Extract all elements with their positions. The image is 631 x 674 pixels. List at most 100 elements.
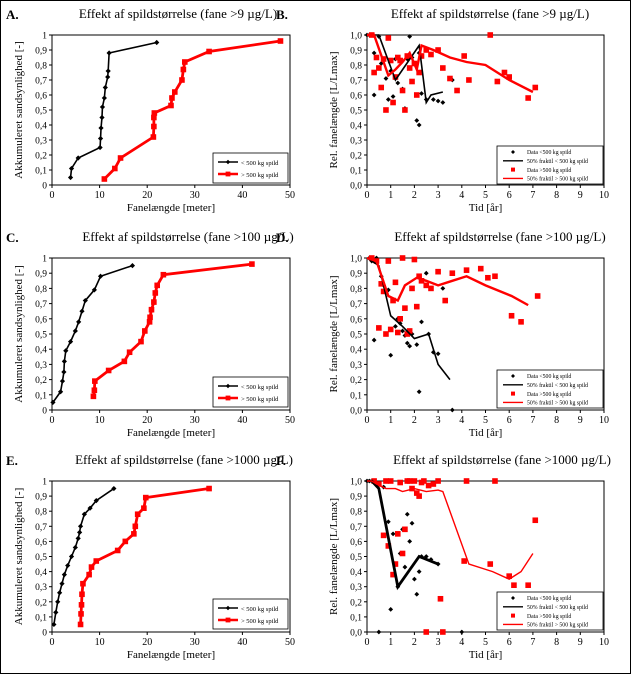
- y-tick-label: 0,4: [350, 346, 362, 356]
- data-point-large-spill: [117, 155, 124, 161]
- legend: < 500 kg spild > 500 kg spild: [212, 376, 289, 408]
- data-point-small-spill: [81, 511, 87, 517]
- data-point-large-spill: [492, 478, 498, 484]
- y-tick-label: 0,7: [35, 300, 47, 310]
- data-point-large-spill: [148, 306, 155, 313]
- x-tick-label: 8: [554, 637, 559, 648]
- x-tick-label: 8: [554, 415, 559, 426]
- data-point-small-spill: [61, 358, 67, 364]
- data-point-large-spill: [371, 69, 377, 76]
- y-tick-label: 0,7: [350, 523, 362, 533]
- panel-b: B. Effekt af spildstørrelse (fane >9 µg/L…: [276, 6, 609, 214]
- data-point-large-spill: [385, 258, 392, 264]
- legend-marker: [225, 383, 231, 389]
- data-point-large-spill: [395, 54, 401, 61]
- y-tick-label: 0,2: [35, 152, 47, 162]
- x-tick-label: 40: [237, 415, 247, 426]
- data-point-large-spill: [390, 297, 396, 304]
- legend-label: Data <500 kg spild: [527, 596, 571, 602]
- x-tick-label: 3: [436, 415, 441, 426]
- data-point-large-spill: [114, 547, 121, 554]
- data-point-large-spill: [508, 312, 515, 319]
- y-tick-label: 0,5: [35, 107, 47, 117]
- data-point-large-spill: [525, 582, 531, 588]
- data-point-large-spill: [93, 558, 100, 564]
- legend-label: Data >500 kg spild: [527, 614, 571, 620]
- data-point-large-spill: [151, 114, 157, 121]
- data-point-small-spill: [99, 114, 105, 121]
- data-point-large-spill: [249, 261, 255, 267]
- data-point-large-spill: [142, 328, 148, 334]
- legend-label: < 500 kg spild: [241, 384, 279, 391]
- x-tick-label: 9: [578, 190, 583, 201]
- data-point-large-spill: [387, 57, 394, 64]
- data-point-large-spill: [121, 358, 128, 365]
- data-point-small-spill: [101, 95, 107, 101]
- data-point-small-spill: [53, 609, 59, 615]
- y-tick-label: 0,8: [35, 62, 47, 72]
- data-point-large-spill: [385, 35, 392, 41]
- x-tick-label: 3: [436, 190, 441, 201]
- y-tick-label: 0,0: [350, 629, 362, 639]
- legend-label: 50% fraktil > 500 kg spild: [527, 622, 588, 629]
- legend-marker: [225, 171, 231, 177]
- panel-letter: C.: [6, 230, 19, 245]
- data-point-small-spill: [416, 569, 422, 574]
- data-point-large-spill: [487, 32, 494, 38]
- legend-marker: [511, 167, 515, 172]
- data-point-small-spill: [435, 351, 441, 357]
- data-point-large-spill: [169, 95, 175, 101]
- data-point-large-spill: [160, 271, 167, 278]
- x-tick-label: 30: [190, 637, 200, 648]
- data-point-large-spill: [380, 532, 387, 539]
- data-point-small-spill: [67, 339, 74, 345]
- data-point-large-spill: [437, 595, 444, 602]
- data-point-small-spill: [414, 342, 420, 348]
- x-tick-label: 10: [599, 415, 609, 426]
- y-tick-label: 0,6: [350, 538, 362, 548]
- y-tick-label: 0,7: [35, 523, 47, 533]
- panel-letter: E.: [6, 453, 18, 468]
- data-point-small-spill: [407, 343, 413, 349]
- data-point-large-spill: [421, 478, 427, 484]
- legend-marker: [511, 613, 515, 618]
- legend-label: Data <500 kg spild: [527, 150, 571, 156]
- x-tick-label: 9: [578, 637, 583, 648]
- data-point-small-spill: [412, 576, 417, 582]
- data-point-small-spill: [97, 144, 103, 151]
- data-point-large-spill: [90, 393, 97, 400]
- data-point-large-spill: [511, 582, 517, 588]
- series-line-large-spill: [92, 262, 253, 397]
- legend-label: 50% fraktil < 500 kg spild: [527, 382, 588, 389]
- data-point-large-spill: [154, 282, 160, 289]
- data-point-large-spill: [206, 485, 212, 492]
- legend-label: > 500 kg spild: [241, 172, 279, 179]
- data-point-small-spill: [102, 84, 108, 91]
- data-point-large-spill: [423, 282, 430, 289]
- data-point-large-spill: [383, 331, 389, 337]
- data-point-small-spill: [111, 485, 117, 492]
- data-point-large-spill: [134, 511, 141, 518]
- x-tick-label: 2: [412, 190, 417, 201]
- y-tick-label: 0,5: [350, 331, 362, 341]
- data-point-large-spill: [402, 107, 408, 113]
- data-point-small-spill: [67, 174, 74, 181]
- data-point-large-spill: [122, 538, 129, 545]
- data-point-small-spill: [76, 319, 82, 325]
- y-tick-label: 0,8: [350, 285, 362, 295]
- legend-label: > 500 kg spild: [241, 618, 279, 625]
- data-point-large-spill: [463, 478, 470, 484]
- panel-letter: A.: [6, 7, 19, 22]
- x-tick-label: 40: [237, 637, 247, 648]
- median-line-large-spill: [367, 480, 534, 580]
- x-tick-label: 20: [142, 637, 152, 648]
- x-tick-label: 40: [237, 190, 247, 201]
- y-tick-label: 1,0: [350, 255, 362, 265]
- data-point-large-spill: [147, 314, 153, 321]
- data-point-small-spill: [50, 399, 56, 405]
- x-tick-label: 0: [365, 637, 370, 648]
- data-point-large-spill: [418, 53, 425, 59]
- y-tick-label: 0,6: [350, 315, 362, 325]
- y-tick-label: 0,8: [350, 62, 362, 72]
- median-line-large-spill: [366, 256, 529, 307]
